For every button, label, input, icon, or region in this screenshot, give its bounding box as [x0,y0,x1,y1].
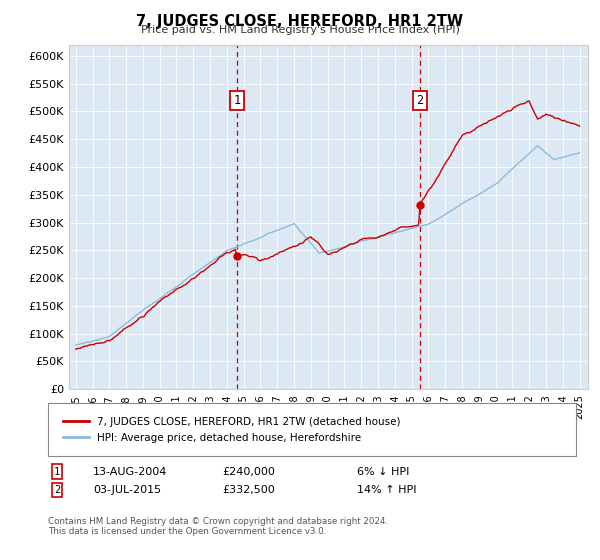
Text: 1: 1 [54,466,60,477]
Text: This data is licensed under the Open Government Licence v3.0.: This data is licensed under the Open Gov… [48,528,326,536]
Text: Contains HM Land Registry data © Crown copyright and database right 2024.: Contains HM Land Registry data © Crown c… [48,517,388,526]
Text: 6% ↓ HPI: 6% ↓ HPI [357,466,409,477]
Text: 14% ↑ HPI: 14% ↑ HPI [357,485,416,495]
Legend: 7, JUDGES CLOSE, HEREFORD, HR1 2TW (detached house), HPI: Average price, detache: 7, JUDGES CLOSE, HEREFORD, HR1 2TW (deta… [58,413,404,447]
Text: 1: 1 [234,94,241,107]
Text: 03-JUL-2015: 03-JUL-2015 [93,485,161,495]
Text: 13-AUG-2004: 13-AUG-2004 [93,466,167,477]
Text: 2: 2 [416,94,424,107]
Text: Price paid vs. HM Land Registry's House Price Index (HPI): Price paid vs. HM Land Registry's House … [140,25,460,35]
Text: 7, JUDGES CLOSE, HEREFORD, HR1 2TW: 7, JUDGES CLOSE, HEREFORD, HR1 2TW [137,14,464,29]
Text: £332,500: £332,500 [222,485,275,495]
Text: 2: 2 [54,485,60,495]
FancyBboxPatch shape [48,403,576,456]
Text: £240,000: £240,000 [222,466,275,477]
